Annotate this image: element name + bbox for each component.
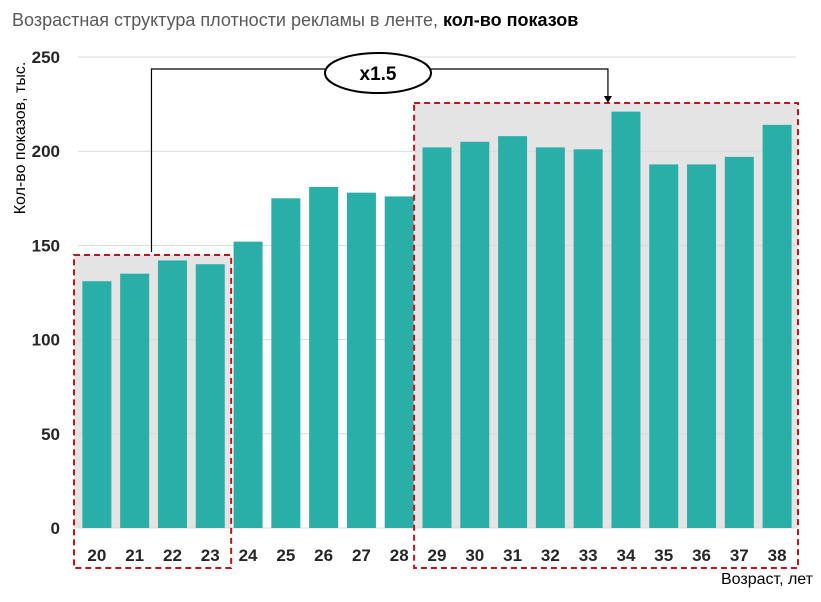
bar-30: [460, 141, 490, 528]
x-tick-label: 28: [390, 546, 409, 565]
y-tick-label: 200: [32, 142, 60, 161]
y-tick-label: 0: [51, 519, 60, 538]
bar-22: [157, 260, 187, 528]
highlight-boxes: [73, 102, 799, 569]
x-axis-label: Возраст, лет: [721, 571, 814, 588]
y-axis-label: Кол-во показов, тыс.: [12, 62, 29, 215]
x-tick-label: 27: [352, 546, 371, 565]
x-tick-label: 33: [579, 546, 598, 565]
bar-20: [82, 281, 112, 528]
annotation: x1.5: [150, 52, 612, 252]
chart-title: Возрастная структура плотности рекламы в…: [12, 10, 578, 31]
x-tick-label: 25: [276, 546, 295, 565]
highlight-box: [413, 102, 799, 569]
bar-37: [724, 156, 754, 529]
bar-23: [195, 264, 225, 528]
bar-27: [346, 192, 376, 528]
y-tick-label: 150: [32, 236, 60, 255]
bar-24: [233, 241, 263, 528]
bar-38: [762, 124, 792, 528]
x-tick-labels: 20 21 22 23 24 25 26 27 28 29 30 31 32 33 34 35 36 37 38: [87, 546, 786, 565]
x-tick-label: 30: [465, 546, 484, 565]
y-tick-label: 50: [41, 425, 60, 444]
y-tick-label: 100: [32, 331, 60, 350]
bars: [82, 111, 792, 529]
x-tick-label: 24: [239, 546, 258, 565]
x-tick-label: 37: [730, 546, 749, 565]
annotation-ellipse: [324, 52, 432, 94]
x-tick-label: 36: [692, 546, 711, 565]
x-tick-label: 20: [87, 546, 106, 565]
chart-title-bold: кол-во показов: [443, 10, 579, 30]
x-tick-label: 34: [616, 546, 635, 565]
annotation-arrowhead: [603, 96, 612, 103]
bar-25: [271, 198, 301, 529]
annotation-label: x1.5: [360, 64, 397, 85]
bar-29: [422, 147, 452, 528]
x-tick-label: 21: [125, 546, 144, 565]
bar-26: [309, 186, 339, 528]
bar-35: [649, 164, 679, 528]
x-tick-label: 23: [201, 546, 220, 565]
x-tick-label: 22: [163, 546, 182, 565]
x-tick-label: 26: [314, 546, 333, 565]
bar-31: [498, 136, 528, 529]
y-tick-label: 250: [32, 48, 60, 67]
bar-21: [120, 273, 150, 528]
y-tick-labels: 0 50 100 150 200 250: [32, 48, 60, 538]
x-tick-label: 35: [654, 546, 673, 565]
chart-title-normal: Возрастная структура плотности рекламы в…: [12, 10, 438, 30]
bar-28: [384, 196, 414, 528]
x-tick-label: 32: [541, 546, 560, 565]
bar-33: [573, 149, 603, 529]
bar-36: [687, 164, 717, 528]
bar-34: [611, 111, 641, 529]
x-tick-label: 31: [503, 546, 522, 565]
bar-32: [535, 147, 565, 528]
highlight-box: [73, 254, 233, 569]
x-tick-label: 38: [768, 546, 787, 565]
x-tick-label: 29: [428, 546, 447, 565]
